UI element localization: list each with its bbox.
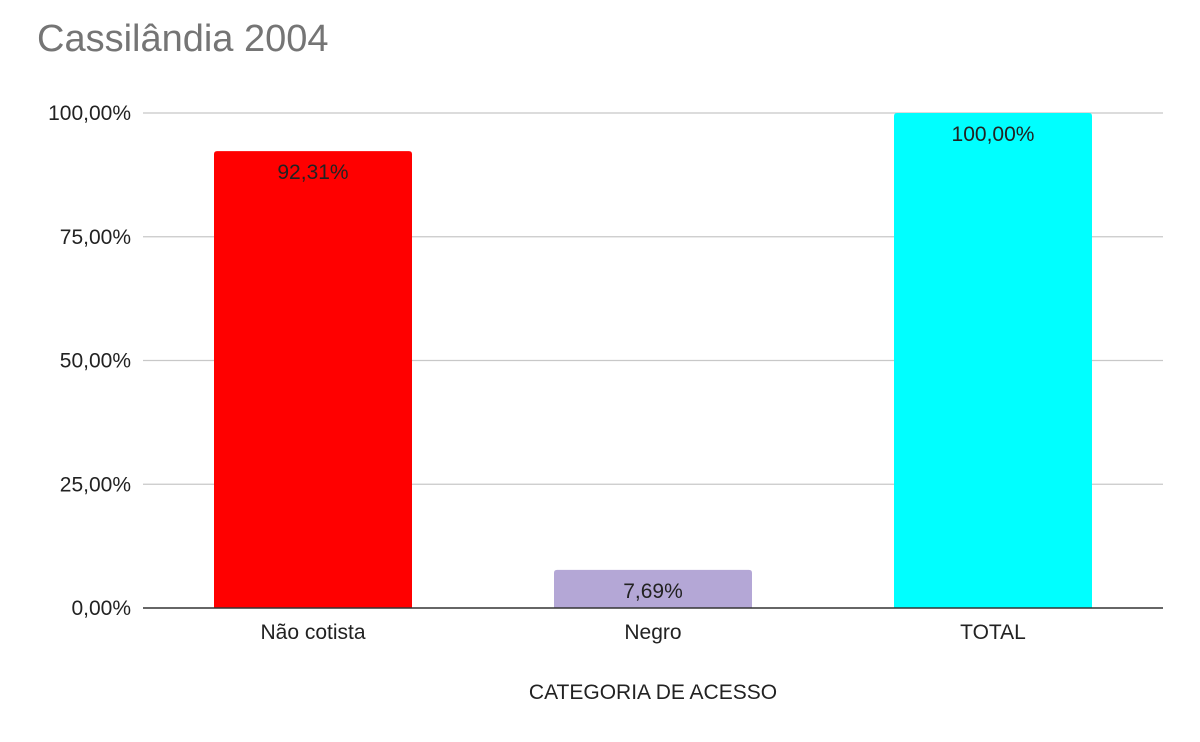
x-axis-title: CATEGORIA DE ACESSO (529, 681, 777, 704)
y-tick-label: 25,00% (60, 473, 131, 496)
data-label: 92,31% (277, 161, 348, 184)
bars (214, 113, 1092, 609)
x-tick-label: TOTAL (960, 621, 1026, 644)
bar-negro (554, 569, 752, 608)
y-axis-tick-labels: 0,00% 25,00% 50,00% 75,00% 100,00% (48, 102, 131, 620)
bar-total (894, 113, 1092, 608)
y-tick-label: 100,00% (48, 102, 131, 125)
bar-nao-cotista (214, 151, 412, 609)
data-label: 100,00% (952, 123, 1035, 146)
x-axis-tick-labels: Não cotista Negro TOTAL (260, 621, 1025, 644)
data-labels: 92,31% 7,69% 100,00% (277, 123, 1034, 603)
y-tick-label: 75,00% (60, 226, 131, 249)
y-tick-label: 0,00% (71, 597, 131, 620)
data-label: 7,69% (623, 580, 683, 603)
y-tick-label: 50,00% (60, 350, 131, 373)
x-tick-label: Não cotista (260, 621, 365, 644)
x-tick-label: Negro (624, 621, 681, 644)
chart-title: Cassilândia 2004 (37, 18, 329, 60)
